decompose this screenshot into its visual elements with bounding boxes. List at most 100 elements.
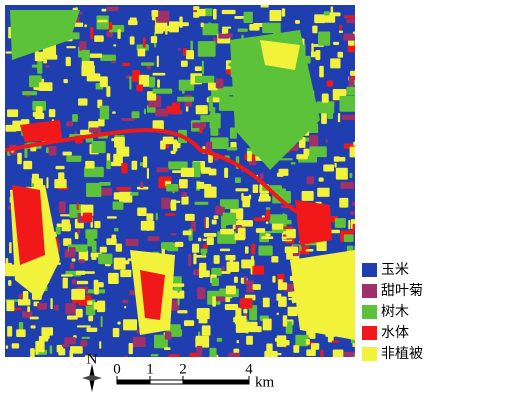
land-patch bbox=[76, 271, 86, 275]
land-patch bbox=[278, 279, 283, 290]
land-patch bbox=[17, 153, 22, 165]
land-patch bbox=[147, 168, 149, 179]
land-patch bbox=[155, 109, 168, 117]
land-patch bbox=[258, 246, 272, 256]
land-patch bbox=[282, 213, 285, 216]
land-patch bbox=[204, 233, 217, 237]
land-patch bbox=[114, 137, 125, 148]
land-patch bbox=[195, 66, 202, 71]
land-patch bbox=[133, 337, 146, 347]
land-patch bbox=[94, 285, 99, 295]
land-patch bbox=[61, 274, 73, 276]
land-patch bbox=[334, 156, 340, 161]
land-patch bbox=[106, 160, 110, 169]
legend-label: 玉米 bbox=[381, 262, 409, 278]
land-patch bbox=[124, 306, 126, 308]
land-patch bbox=[92, 241, 97, 253]
land-patch bbox=[338, 52, 344, 58]
scale-tick-label: 4 bbox=[245, 361, 253, 377]
land-patch bbox=[327, 80, 333, 86]
land-patch bbox=[111, 61, 116, 64]
land-patch bbox=[333, 349, 344, 358]
land-patch bbox=[91, 257, 96, 259]
land-patch bbox=[197, 9, 205, 16]
land-patch bbox=[344, 234, 354, 242]
land-patch bbox=[122, 300, 128, 304]
land-patch bbox=[173, 201, 180, 203]
land-patch bbox=[76, 281, 88, 284]
land-patch bbox=[264, 231, 284, 233]
land-patch bbox=[141, 77, 145, 79]
land-patch bbox=[79, 11, 82, 14]
land-patch bbox=[66, 46, 76, 48]
land-patch bbox=[123, 319, 137, 330]
land-patch bbox=[43, 60, 47, 64]
land-patch bbox=[226, 33, 233, 37]
legend-label: 树木 bbox=[381, 304, 409, 320]
land-patch bbox=[350, 147, 357, 158]
land-patch bbox=[121, 118, 135, 121]
land-patch bbox=[157, 79, 160, 87]
scale-unit: km bbox=[255, 374, 275, 390]
land-patch bbox=[306, 339, 310, 345]
land-patch bbox=[129, 343, 133, 354]
land-patch bbox=[286, 229, 296, 239]
land-patch bbox=[219, 133, 221, 135]
land-patch bbox=[222, 27, 231, 29]
land-patch bbox=[64, 337, 75, 344]
land-patch bbox=[198, 238, 201, 242]
scale-tick-label: 0 bbox=[113, 361, 121, 377]
land-patch bbox=[200, 127, 203, 133]
land-patch bbox=[82, 50, 90, 62]
land-patch bbox=[7, 109, 18, 117]
land-patch bbox=[23, 161, 32, 169]
land-patch bbox=[321, 112, 327, 124]
land-patch bbox=[143, 37, 146, 47]
land-patch bbox=[45, 65, 50, 67]
legend-label: 非植被 bbox=[381, 346, 423, 362]
land-patch bbox=[114, 258, 126, 270]
land-patch bbox=[202, 61, 204, 75]
land-patch bbox=[87, 73, 101, 81]
land-patch bbox=[113, 154, 123, 164]
land-patch bbox=[82, 61, 94, 69]
land-patch bbox=[117, 29, 120, 39]
scale-segment bbox=[183, 380, 249, 384]
land-patch bbox=[177, 97, 194, 102]
land-patch bbox=[144, 108, 146, 114]
land-patch bbox=[336, 168, 348, 180]
land-patch bbox=[224, 168, 228, 178]
land-patch bbox=[216, 78, 224, 88]
land-patch bbox=[7, 326, 12, 336]
land-patch bbox=[339, 25, 342, 30]
land-patch bbox=[197, 288, 205, 300]
land-patch bbox=[87, 300, 92, 305]
land-patch bbox=[204, 217, 206, 227]
land-patch bbox=[244, 12, 253, 23]
land-patch bbox=[100, 76, 108, 87]
land-patch bbox=[72, 258, 76, 261]
land-patch bbox=[252, 266, 264, 275]
land-patch bbox=[246, 336, 253, 345]
land-patch bbox=[291, 162, 296, 164]
land-patch bbox=[344, 15, 357, 18]
land-patch bbox=[282, 8, 285, 16]
land-patch bbox=[151, 36, 157, 43]
land-patch bbox=[60, 214, 70, 216]
land-patch bbox=[23, 291, 28, 301]
land-patch bbox=[212, 278, 219, 286]
land-patch bbox=[346, 87, 357, 96]
land-patch bbox=[334, 163, 336, 168]
land-patch bbox=[210, 128, 218, 135]
land-patch bbox=[213, 9, 217, 20]
land-patch bbox=[132, 111, 140, 118]
land-patch bbox=[94, 302, 105, 309]
land-patch bbox=[157, 56, 159, 68]
land-patch bbox=[230, 260, 233, 268]
land-patch bbox=[181, 168, 194, 177]
land-patch bbox=[156, 168, 168, 173]
scale-segment bbox=[117, 380, 150, 384]
land-patch bbox=[62, 219, 70, 231]
land-patch bbox=[229, 288, 234, 294]
land-patch bbox=[335, 218, 346, 228]
